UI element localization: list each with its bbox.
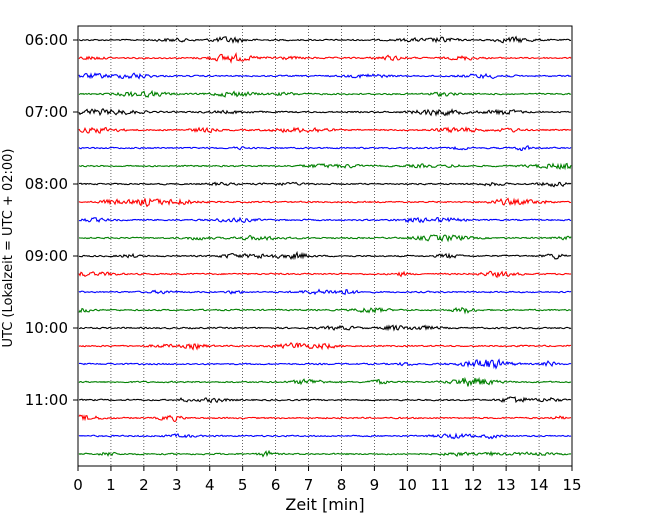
y-tick-label: 07:00	[25, 103, 68, 121]
y-tick-label: 06:00	[25, 31, 68, 49]
y-tick-label: 09:00	[25, 247, 68, 265]
y-tick-label: 10:00	[25, 319, 68, 337]
y-axis-label: UTC (Lokalzeit = UTC + 02:00)	[1, 149, 16, 348]
seismogram-trace	[78, 270, 572, 279]
x-axis-label: Zeit [min]	[285, 495, 364, 514]
seismogram-trace	[78, 145, 572, 152]
seismogram-trace	[78, 162, 572, 171]
seismogram-trace	[78, 52, 572, 64]
seismogram-trace	[78, 197, 572, 208]
seismogram-trace	[78, 358, 572, 370]
seismogram-trace	[78, 107, 572, 117]
y-tick-label: 11:00	[25, 391, 68, 409]
y-tick-label: 08:00	[25, 175, 68, 193]
seismogram-trace	[78, 72, 572, 80]
seismogram-trace	[78, 341, 572, 351]
x-axis-ticks: 0 1 2 3 4 5 6 7 8 9 10 11 12 13 14 15	[73, 466, 582, 494]
seismogram-trace	[78, 414, 572, 423]
seismogram-trace	[78, 89, 572, 99]
x-tick-label: 12	[464, 476, 483, 494]
x-tick-label: 2	[139, 476, 149, 494]
x-tick-label: 14	[530, 476, 549, 494]
x-tick-label: 7	[304, 476, 314, 494]
seismogram-trace	[78, 181, 572, 188]
x-tick-label: 4	[205, 476, 215, 494]
x-tick-label: 13	[497, 476, 516, 494]
seismogram-trace	[78, 35, 572, 44]
x-tick-label: 6	[271, 476, 281, 494]
seismogram-trace	[78, 216, 572, 224]
x-tick-label: 5	[238, 476, 248, 494]
x-tick-label: 8	[337, 476, 347, 494]
seismogram-trace	[78, 306, 572, 315]
seismogram-trace	[78, 126, 572, 134]
x-tick-label: 15	[562, 476, 581, 494]
plot-frame	[77, 25, 573, 467]
seismogram-trace	[78, 396, 572, 404]
x-tick-label: 1	[106, 476, 116, 494]
x-tick-label: 10	[398, 476, 417, 494]
x-tick-label: 11	[431, 476, 450, 494]
seismogram-trace	[78, 288, 572, 296]
seismogram-trace	[78, 250, 572, 260]
x-tick-label: 3	[172, 476, 182, 494]
seismogram-trace	[78, 324, 572, 332]
seismogram-traces	[78, 35, 572, 458]
seismogram-trace	[78, 376, 572, 387]
seismogram-trace	[78, 432, 572, 440]
x-tick-label: 0	[73, 476, 83, 494]
y-axis-ticks: 06:00 07:00 08:00 09:00 10:00 11:00	[25, 31, 78, 409]
x-tick-label: 9	[370, 476, 380, 494]
seismogram-trace	[78, 449, 572, 458]
seismogram-trace	[78, 234, 572, 243]
vertical-grid	[110, 26, 540, 466]
